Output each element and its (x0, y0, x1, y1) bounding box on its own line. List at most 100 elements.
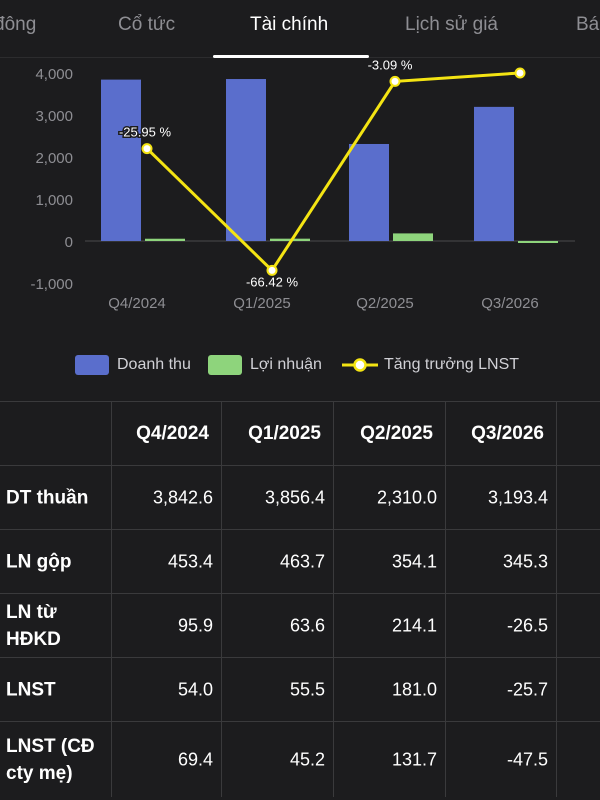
table-cell: Q2/2025 (334, 402, 446, 465)
table-cell: 45.2 (222, 722, 334, 797)
table-cell: -26.5 (446, 594, 557, 657)
cell-value: 45.2 (289, 749, 325, 769)
legend-label-revenue: Doanh thu (117, 356, 191, 373)
x-tick-label: Q4/2024 (108, 295, 166, 312)
cell-value: 354.1 (391, 551, 437, 571)
table-header-row: Q4/2024 Q1/2025 Q2/2025 Q3/2026 (0, 401, 600, 465)
revenue-bar (101, 79, 141, 241)
tab-finance[interactable]: Tài chính (250, 14, 329, 35)
tab-price-history[interactable]: Lịch sử giá (405, 14, 498, 35)
row-label-cell: LNST (CĐ cty mẹ) (0, 722, 112, 797)
row-label: LN gộp (6, 551, 72, 572)
cell-value: 69.4 (177, 749, 213, 769)
table-cell: 3,193.4 (446, 466, 557, 529)
cell-value: -47.5 (506, 749, 548, 769)
growth-line (145, 71, 521, 273)
y-tick-label: 4,000 (35, 66, 73, 83)
revenue-bar (474, 106, 514, 241)
cell-value: 3,856.4 (264, 487, 325, 507)
table-cell: 453.4 (112, 530, 222, 593)
revenue-bar (349, 143, 389, 241)
table-cell: Q4/2024 (112, 402, 222, 465)
growth-data-label: -66.42 % (246, 274, 298, 289)
tab-shareholders[interactable]: đông (0, 14, 37, 35)
column-header[interactable]: Q4/2024 (136, 422, 209, 444)
table-cell: Q3/2026 (446, 402, 557, 465)
tab-reports[interactable]: Bá (576, 14, 600, 35)
table-cell: -47.5 (446, 722, 557, 797)
cell-value: 2,310.0 (376, 487, 437, 507)
row-label-cell: LNST (0, 658, 112, 721)
tab-bar: đông Cổ tức Tài chính Lịch sử giá Bá (0, 0, 600, 58)
column-header[interactable]: Q3/2026 (471, 422, 544, 444)
table-cell: 354.1 (334, 530, 446, 593)
chart-legend: Doanh thu Lợi nhuận Tăng trưởng LNST (0, 350, 600, 380)
y-tick-label: -1,000 (30, 276, 73, 293)
x-tick-label: Q1/2025 (233, 295, 291, 312)
revenue-swatch (75, 355, 109, 375)
cell-value: 3,193.4 (487, 487, 548, 507)
row-label-cell: LN gộp (0, 530, 112, 593)
table-row[interactable]: LNST 54.0 55.5 181.0 -25.7 (0, 657, 600, 721)
row-label: LNST (CĐ cty mẹ) (6, 735, 95, 784)
cell-value: 54.0 (177, 679, 213, 699)
y-tick-label: 1,000 (35, 192, 73, 209)
table-cell: 95.9 (112, 594, 222, 657)
growth-data-label: -3.09 % (368, 58, 413, 72)
growth-line-key-icon (342, 358, 378, 372)
cell-value: 55.5 (289, 679, 325, 699)
y-tick-label: 2,000 (35, 150, 73, 167)
table-cell: 463.7 (222, 530, 334, 593)
y-tick-label: 0 (65, 234, 73, 251)
growth-data-label: -25.95 % (119, 125, 171, 140)
table-cell: 2,310.0 (334, 466, 446, 529)
table-cell: 55.5 (222, 658, 334, 721)
active-tab-indicator (213, 55, 369, 58)
legend-label-growth: Tăng trưởng LNST (384, 356, 520, 373)
table-row[interactable]: DT thuần 3,842.6 3,856.4 2,310.0 3,193.4 (0, 465, 600, 529)
cell-value: 181.0 (391, 679, 437, 699)
tab-dividends[interactable]: Cổ tức (118, 14, 176, 35)
growth-point (141, 143, 153, 155)
row-label-cell (0, 402, 112, 465)
table-cell: Q1/2025 (222, 402, 334, 465)
row-label: DT thuần (6, 487, 89, 508)
table-cell: 214.1 (334, 594, 446, 657)
table-row[interactable]: LN gộp 453.4 463.7 354.1 345.3 (0, 529, 600, 593)
cell-value: 453.4 (167, 551, 213, 571)
row-label: LN từ HĐKD (6, 601, 61, 650)
cell-value: 95.9 (177, 615, 213, 635)
cell-value: 214.1 (391, 615, 437, 635)
table-row[interactable]: LN từ HĐKD 95.9 63.6 214.1 -26.5 (0, 593, 600, 657)
row-label: LNST (6, 679, 56, 700)
profit-bar (518, 241, 558, 243)
cell-value: 63.6 (289, 615, 325, 635)
table-cell: 63.6 (222, 594, 334, 657)
cell-value: -25.7 (506, 679, 548, 699)
cell-value: 3,842.6 (152, 487, 213, 507)
table-cell: 131.7 (334, 722, 446, 797)
legend-label-profit: Lợi nhuận (250, 356, 322, 373)
table-row[interactable]: LNST (CĐ cty mẹ) 69.4 45.2 131.7 -47.5 (0, 721, 600, 797)
profit-bar (270, 238, 310, 241)
cell-value: 463.7 (279, 551, 325, 571)
table-cell: 181.0 (334, 658, 446, 721)
revenue-bar (226, 79, 266, 241)
table-cell: 3,856.4 (222, 466, 334, 529)
x-tick-label: Q3/2026 (481, 295, 539, 312)
table-cell: 345.3 (446, 530, 557, 593)
table-cell: 54.0 (112, 658, 222, 721)
growth-point (389, 75, 401, 87)
column-header[interactable]: Q1/2025 (248, 422, 321, 444)
growth-point (514, 67, 526, 79)
profit-bar (145, 238, 185, 241)
profit-bar (393, 233, 433, 241)
row-label-cell: DT thuần (0, 466, 112, 529)
row-label-cell: LN từ HĐKD (0, 594, 112, 657)
x-tick-label: Q2/2025 (356, 295, 414, 312)
y-tick-label: 3,000 (35, 108, 73, 125)
table-cell: -25.7 (446, 658, 557, 721)
cell-value: 345.3 (502, 551, 548, 571)
column-header[interactable]: Q2/2025 (360, 422, 433, 444)
